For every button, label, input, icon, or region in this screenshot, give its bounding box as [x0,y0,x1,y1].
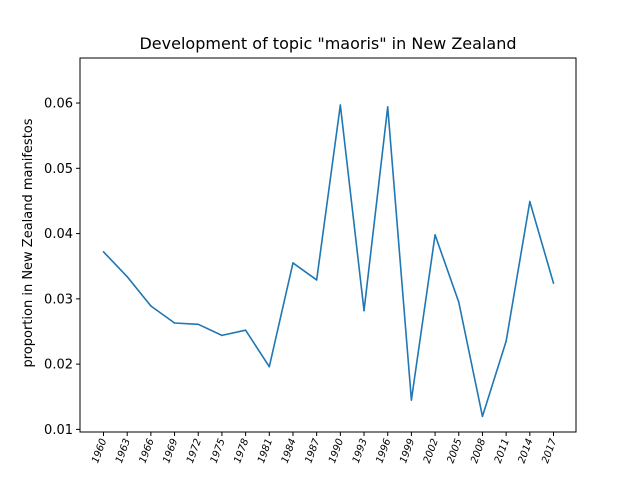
y-tick-label: 0.02 [44,358,73,373]
data-point [410,399,413,401]
data-point [315,279,318,281]
data-point [221,334,223,337]
data-point [268,365,271,368]
data-point [386,106,389,108]
data-point [505,340,507,343]
y-tick-label: 0.04 [44,227,73,242]
data-point [481,415,484,418]
y-tick-label: 0.03 [44,292,73,307]
y-axis-label: proportion in New Zealand manifestos [21,118,36,367]
y-tick-label: 0.05 [44,162,73,177]
plot-area [102,104,555,418]
data-point [363,309,365,312]
data-point [434,234,436,236]
data-point [552,282,555,284]
data-point [339,104,342,106]
data-point [102,251,105,253]
series-line [102,104,555,418]
data-point [292,262,294,264]
y-tick-label: 0.01 [44,423,73,438]
data-point [529,200,531,203]
data-point [197,323,200,326]
y-axis-ticks: 0.01 0.02 0.03 0.04 0.05 0.06 [44,97,80,438]
data-point [244,329,247,331]
y-tick-label: 0.06 [44,97,73,112]
data-point [457,301,460,303]
data-point [150,305,152,307]
data-point [173,322,176,324]
chart-title: Development of topic "maoris" in New Zea… [139,34,516,53]
axes-frame [79,57,577,433]
data-point [126,275,128,278]
